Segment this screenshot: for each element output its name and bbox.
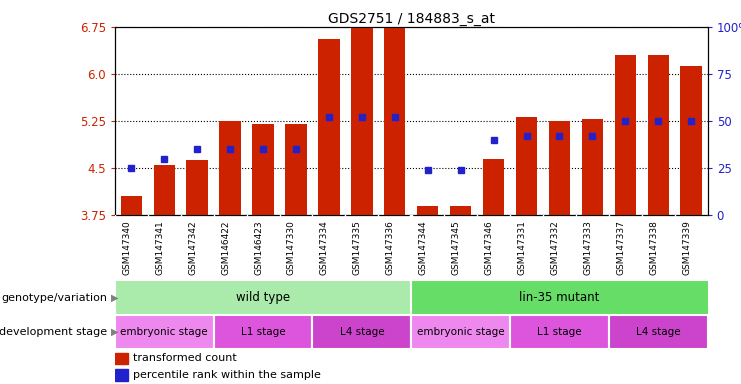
Text: GSM147332: GSM147332: [551, 220, 559, 275]
Bar: [351, 27, 373, 215]
Text: GSM147344: GSM147344: [419, 220, 428, 275]
Bar: [313, 315, 411, 349]
Bar: [549, 121, 570, 215]
Text: percentile rank within the sample: percentile rank within the sample: [133, 370, 321, 380]
Bar: [153, 165, 175, 215]
Text: ▶: ▶: [111, 293, 119, 303]
Bar: [450, 206, 471, 215]
Text: GSM147338: GSM147338: [649, 220, 658, 275]
Bar: [411, 280, 724, 315]
Bar: [648, 55, 669, 215]
Title: GDS2751 / 184883_s_at: GDS2751 / 184883_s_at: [328, 12, 495, 26]
Text: GSM147346: GSM147346: [485, 220, 494, 275]
Text: GSM147341: GSM147341: [156, 220, 165, 275]
Text: development stage: development stage: [0, 327, 107, 337]
Text: GSM147340: GSM147340: [122, 220, 131, 275]
Bar: [253, 124, 273, 215]
Text: GSM147330: GSM147330: [287, 220, 296, 275]
Bar: [680, 66, 702, 215]
Bar: [115, 315, 213, 349]
Text: L4 stage: L4 stage: [636, 327, 680, 337]
Text: GSM147333: GSM147333: [583, 220, 592, 275]
Text: L1 stage: L1 stage: [241, 327, 285, 337]
Text: transformed count: transformed count: [133, 353, 236, 363]
Bar: [213, 315, 313, 349]
Bar: [609, 315, 708, 349]
Bar: [614, 55, 636, 215]
Text: GSM147342: GSM147342: [188, 220, 197, 275]
Bar: [582, 119, 603, 215]
Bar: [285, 124, 307, 215]
Text: GSM147337: GSM147337: [617, 220, 625, 275]
Bar: [121, 196, 142, 215]
Text: GSM147345: GSM147345: [452, 220, 461, 275]
Text: wild type: wild type: [236, 291, 290, 304]
Text: GSM147335: GSM147335: [353, 220, 362, 275]
Text: GSM147336: GSM147336: [386, 220, 395, 275]
Text: GSM146422: GSM146422: [221, 220, 230, 275]
Text: GSM147331: GSM147331: [517, 220, 527, 275]
Bar: [417, 206, 439, 215]
Text: ▶: ▶: [111, 327, 119, 337]
Bar: [516, 117, 537, 215]
Text: embryonic stage: embryonic stage: [121, 327, 208, 337]
Bar: [510, 315, 609, 349]
Text: GSM147339: GSM147339: [682, 220, 691, 275]
Bar: [115, 280, 411, 315]
Text: lin-35 mutant: lin-35 mutant: [519, 291, 599, 304]
Text: embryonic stage: embryonic stage: [417, 327, 505, 337]
Bar: [483, 159, 505, 215]
Text: L1 stage: L1 stage: [537, 327, 582, 337]
Text: genotype/variation: genotype/variation: [1, 293, 107, 303]
Bar: [219, 121, 241, 215]
Bar: [115, 353, 128, 364]
Bar: [384, 27, 405, 215]
Text: L4 stage: L4 stage: [339, 327, 384, 337]
Text: GSM147334: GSM147334: [320, 220, 329, 275]
Bar: [411, 315, 510, 349]
Bar: [115, 369, 128, 381]
Bar: [187, 161, 208, 215]
Text: GSM146423: GSM146423: [254, 220, 263, 275]
Bar: [318, 40, 339, 215]
